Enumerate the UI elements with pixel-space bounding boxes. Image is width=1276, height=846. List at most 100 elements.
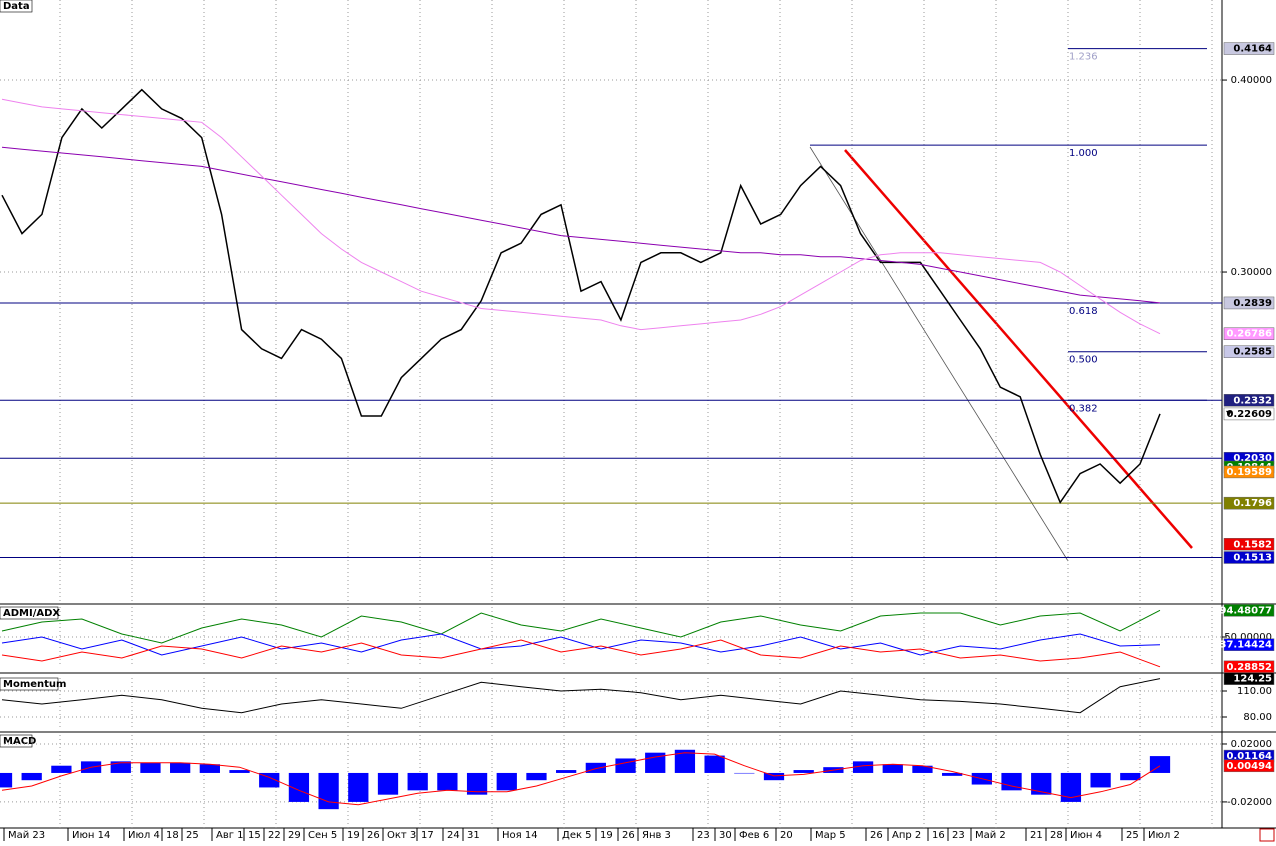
macd-bar (0, 772, 13, 788)
x-tick-label: 20 (780, 830, 793, 841)
x-tick-label: 25 (1126, 830, 1139, 841)
macd-bar (763, 772, 785, 781)
macd-bar (199, 764, 220, 773)
panel-title-box (0, 0, 33, 13)
last-price-arrow (1226, 410, 1232, 416)
panel-title: MACD (3, 736, 36, 747)
price-label: 0.01164 (1226, 751, 1272, 762)
macd-bar (51, 765, 72, 773)
y-tick-label: 80.00 (1243, 712, 1272, 723)
macd-bar (556, 770, 577, 773)
x-tick-label: 15 (248, 830, 261, 841)
x-tick-label: 19 (600, 830, 613, 841)
y-tick-label: -0.02000 (1227, 797, 1272, 808)
series-line (1, 633, 1161, 656)
x-tick-label: 24 (447, 830, 460, 841)
series-line (1, 752, 1161, 806)
macd-bar (496, 772, 517, 791)
fib-label: 0.618 (1069, 306, 1098, 317)
x-tick-label: 18 (166, 830, 179, 841)
macd-bar (21, 772, 42, 781)
x-tick-label: Июл 2 (1148, 830, 1180, 841)
trend-line (844, 149, 1193, 549)
y-tick-label: 0.02000 (1231, 739, 1272, 750)
x-tick-label: Ноя 14 (502, 830, 538, 841)
price-label: 0.00494 (1226, 761, 1272, 772)
panel-title: Momentum (3, 679, 66, 690)
price-label: 0.2585 (1233, 347, 1272, 358)
fib-label: 1.000 (1069, 148, 1098, 159)
macd-bar (288, 772, 310, 802)
x-tick-label: 31 (467, 830, 480, 841)
price-label-box (1223, 496, 1275, 510)
series-line (1, 678, 1161, 714)
macd-bar (1090, 772, 1111, 788)
x-tick-label: Июл 4 (128, 830, 160, 841)
x-tick-label: Фев 6 (739, 830, 769, 841)
macd-bar (110, 761, 131, 773)
macd-bar (318, 772, 339, 810)
macd-bar (585, 762, 606, 773)
price-label: 124.25 (1233, 674, 1272, 685)
price-label: 0.2332 (1233, 395, 1272, 406)
price-label-box (1223, 42, 1275, 55)
x-tick-label: Май 2 (975, 830, 1006, 841)
x-tick-label: 22 (268, 830, 281, 841)
macd-bar (348, 772, 369, 802)
x-tick-label: Янв 3 (642, 830, 671, 841)
x-tick-label: Авг 1 (216, 830, 244, 841)
y-tick-label: 50.00000 (1224, 632, 1272, 643)
price-label: 0.1796 (1233, 498, 1272, 509)
price-label: 0.26786 (1226, 329, 1272, 340)
macd-bar (882, 764, 903, 773)
macd-bar (1001, 772, 1022, 791)
macd-bar (466, 772, 488, 795)
price-label: 0.22609 (1226, 409, 1272, 420)
x-tick-label: 19 (347, 830, 360, 841)
price-label-box (1223, 394, 1275, 407)
price-label-box (1223, 407, 1275, 421)
series-line (1, 609, 1161, 644)
price-label-box (1223, 465, 1275, 479)
macd-bar (437, 772, 458, 791)
x-tick-label: Мар 5 (815, 830, 846, 841)
fib-label: 0.382 (1069, 403, 1098, 414)
x-tick-label: Апр 2 (892, 830, 921, 841)
price-label: 37.14424 (1219, 640, 1272, 651)
x-tick-label: Июн 14 (72, 830, 110, 841)
x-tick-label: 23 (952, 830, 965, 841)
x-tick-label: 30 (719, 830, 732, 841)
macd-bar (734, 772, 755, 774)
price-label: 0.1582 (1233, 539, 1272, 550)
y-tick-label: 110.00 (1237, 686, 1272, 697)
x-tick-label: 21 (1030, 830, 1043, 841)
macd-bar (229, 770, 250, 773)
price-label-box (1223, 604, 1275, 617)
price-label: 0.4164 (1233, 44, 1272, 55)
macd-bar (1120, 772, 1141, 781)
macd-bar (852, 761, 874, 773)
price-label-box (1223, 551, 1275, 564)
macd-bar (1060, 772, 1082, 802)
series-line (1, 88, 1161, 504)
x-tick-label: 17 (421, 830, 434, 841)
x-tick-label: 26 (622, 830, 635, 841)
macd-bar (526, 772, 547, 781)
scroll-button[interactable] (1259, 828, 1275, 842)
macd-bar (259, 772, 280, 788)
panel-title-box (0, 677, 59, 691)
macd-bar (1031, 772, 1052, 795)
x-tick-label: Сен 5 (308, 830, 337, 841)
x-tick-label: Окт 3 (387, 830, 416, 841)
x-tick-label: 25 (186, 830, 199, 841)
fib-label: 1.236 (1069, 52, 1098, 63)
macd-bar (407, 772, 428, 791)
x-tick-label: 28 (1050, 830, 1063, 841)
price-label: 0.2030 (1233, 453, 1272, 464)
fib-label: 0.500 (1069, 355, 1098, 366)
price-label: 0.1513 (1233, 553, 1272, 564)
x-tick-label: Июн 4 (1070, 830, 1102, 841)
series-line (1, 98, 1161, 335)
x-tick-label: Май 23 (8, 830, 45, 841)
